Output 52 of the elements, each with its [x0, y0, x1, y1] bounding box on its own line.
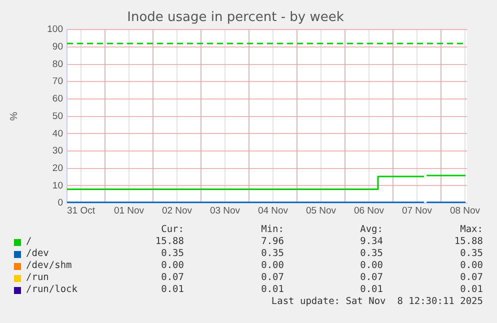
legend-label: / — [26, 236, 32, 248]
x-tick-label: 01 Nov — [114, 205, 144, 216]
text: Last update: Sat Nov 8 12:30:11 2025 — [271, 296, 483, 308]
text: Max: — [460, 224, 483, 236]
text: 0.00 — [460, 260, 483, 272]
y-tick-label: 60 — [52, 94, 63, 105]
chart-title: Inode usage in percent - by week — [127, 10, 344, 26]
y-tick-label: 20 — [52, 162, 63, 174]
text: 7.96 — [261, 236, 284, 248]
text: 0.01 — [261, 284, 284, 296]
text: 0.01 — [360, 284, 383, 296]
x-tick-label: 05 Nov — [306, 205, 336, 216]
y-tick-label: 30 — [52, 146, 63, 157]
x-tick-label: 31 Oct — [67, 205, 96, 216]
x-tick-label: 04 Nov — [258, 205, 288, 216]
text: 0.35 — [161, 248, 184, 260]
text: Cur: — [161, 224, 184, 236]
text: 0.01 — [161, 284, 184, 296]
y-tick-label: 0 — [58, 198, 63, 209]
text: 0.00 — [161, 260, 184, 272]
legend-label: /dev/shm — [26, 260, 72, 272]
text: 0.00 — [360, 260, 383, 272]
text: 0.07 — [460, 272, 483, 284]
text: 15.88 — [155, 236, 184, 248]
text: 0.35 — [460, 248, 483, 260]
x-tick-label: 07 Nov — [402, 205, 432, 216]
text: Avg: — [360, 224, 383, 236]
text: 15.88 — [454, 236, 483, 248]
text: 0.07 — [360, 272, 383, 284]
x-tick-label: 06 Nov — [354, 205, 384, 216]
text: 0.07 — [261, 272, 284, 284]
legend-label: /run — [26, 272, 49, 284]
y-tick-label: 50 — [52, 110, 63, 122]
text: 0.00 — [261, 260, 284, 272]
y-tick-label: 40 — [52, 128, 63, 140]
y-axis-title: % — [8, 112, 20, 121]
y-tick-label: 90 — [52, 42, 63, 53]
legend-label: /dev — [26, 248, 49, 260]
text: 0.07 — [161, 272, 184, 284]
text: 0.35 — [360, 248, 383, 260]
text: Min: — [261, 224, 284, 236]
x-tick-label: 08 Nov — [450, 205, 480, 216]
x-tick-label: 02 Nov — [162, 205, 192, 216]
y-tick-label: 80 — [52, 58, 63, 70]
y-tick-label: 10 — [52, 180, 63, 192]
text: 0.01 — [460, 284, 483, 296]
legend-label: /run/lock — [26, 284, 78, 296]
text: 9.34 — [360, 236, 383, 248]
y-tick-label: 70 — [52, 76, 63, 88]
x-tick-label: 03 Nov — [210, 205, 240, 216]
y-tick-label: 100 — [47, 24, 63, 36]
text: 0.35 — [261, 248, 284, 260]
